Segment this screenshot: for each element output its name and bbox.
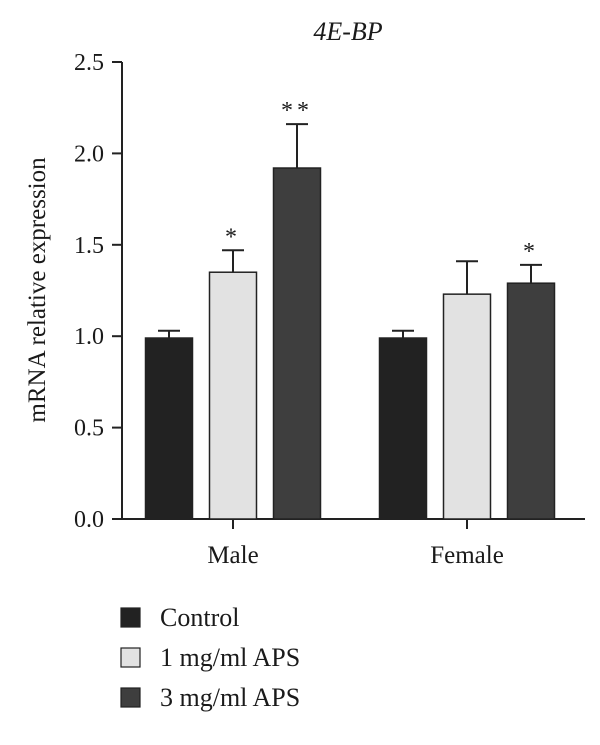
legend-swatch xyxy=(120,647,141,668)
bar xyxy=(506,282,556,520)
y-tick-label: 0.5 xyxy=(74,416,104,442)
bar xyxy=(208,271,258,520)
y-tick-label: 1.5 xyxy=(74,233,104,259)
y-tick-label: 2.0 xyxy=(74,141,104,167)
legend-swatch xyxy=(120,607,141,628)
chart-title: 4E-BP xyxy=(313,17,382,46)
legend-swatch xyxy=(120,687,141,708)
bar xyxy=(378,337,428,520)
significance-marker: ** xyxy=(281,98,313,124)
y-tick-label: 1.0 xyxy=(74,324,104,350)
legend-label: 1 mg/ml APS xyxy=(160,643,300,672)
legend-label: Control xyxy=(160,603,239,632)
bar xyxy=(144,337,194,520)
bar xyxy=(442,293,492,520)
bar xyxy=(272,167,322,520)
x-category-label: Male xyxy=(207,542,258,569)
y-tick-label: 0.0 xyxy=(74,507,104,533)
legend: Control 1 mg/ml APS 3 mg/ml APS xyxy=(120,603,300,712)
legend-label: 3 mg/ml APS xyxy=(160,683,300,712)
y-axis-label: mRNA relative expression xyxy=(24,157,51,423)
y-tick-label: 2.5 xyxy=(74,50,104,76)
significance-marker: * xyxy=(225,224,241,250)
significance-marker: * xyxy=(523,239,539,265)
x-category-label: Female xyxy=(430,542,504,569)
